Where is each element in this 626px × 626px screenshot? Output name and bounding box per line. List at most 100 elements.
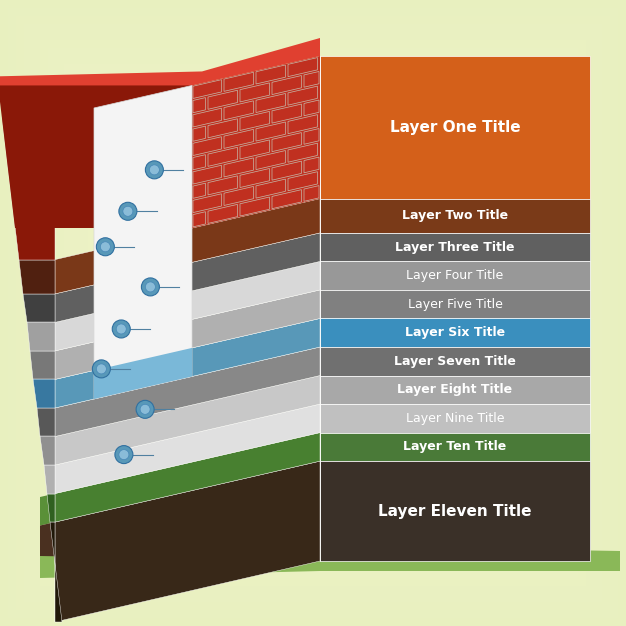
Bar <box>64 64 562 562</box>
Polygon shape <box>288 143 317 162</box>
Bar <box>320 290 590 319</box>
Polygon shape <box>0 38 320 85</box>
Bar <box>80 80 546 546</box>
Circle shape <box>119 202 137 220</box>
Polygon shape <box>50 522 62 622</box>
Polygon shape <box>47 493 55 522</box>
Polygon shape <box>288 86 317 105</box>
Polygon shape <box>256 65 285 84</box>
Polygon shape <box>33 379 55 408</box>
Polygon shape <box>288 172 317 191</box>
Polygon shape <box>193 108 222 127</box>
Text: Layer Ten Title: Layer Ten Title <box>403 440 506 453</box>
Bar <box>216 216 410 410</box>
Bar <box>136 136 490 490</box>
Polygon shape <box>55 262 320 351</box>
Circle shape <box>123 207 133 217</box>
Bar <box>152 152 474 474</box>
Circle shape <box>100 242 110 252</box>
Polygon shape <box>193 126 205 141</box>
Polygon shape <box>55 433 320 522</box>
Polygon shape <box>55 198 320 294</box>
Bar <box>112 112 514 514</box>
Polygon shape <box>0 85 192 228</box>
Bar <box>120 120 506 506</box>
Polygon shape <box>55 376 320 465</box>
Polygon shape <box>224 130 254 148</box>
Polygon shape <box>193 165 222 184</box>
Polygon shape <box>55 319 320 408</box>
Polygon shape <box>272 76 302 95</box>
Polygon shape <box>193 183 205 198</box>
Polygon shape <box>240 140 269 159</box>
Polygon shape <box>193 136 222 155</box>
Polygon shape <box>256 122 285 141</box>
Bar <box>320 433 590 461</box>
Polygon shape <box>40 461 320 561</box>
Text: Layer Two Title: Layer Two Title <box>402 209 508 222</box>
Bar <box>168 168 458 458</box>
Circle shape <box>93 360 110 378</box>
Bar <box>320 404 590 433</box>
Text: Layer Eight Title: Layer Eight Title <box>398 383 513 396</box>
Polygon shape <box>55 290 320 379</box>
Polygon shape <box>40 546 620 578</box>
Polygon shape <box>240 197 269 216</box>
Polygon shape <box>240 111 269 130</box>
Polygon shape <box>224 73 254 91</box>
Text: Layer One Title: Layer One Title <box>390 120 520 135</box>
Polygon shape <box>224 101 254 120</box>
Bar <box>128 128 498 498</box>
Circle shape <box>96 238 115 256</box>
Bar <box>88 88 538 538</box>
Circle shape <box>136 401 154 418</box>
Text: Layer Seven Title: Layer Seven Title <box>394 355 516 368</box>
Bar <box>320 262 590 290</box>
Polygon shape <box>55 233 320 322</box>
Bar <box>176 176 450 450</box>
Bar <box>208 208 418 418</box>
Bar <box>320 198 590 233</box>
Polygon shape <box>224 187 254 205</box>
Polygon shape <box>304 128 319 144</box>
Bar <box>320 347 590 376</box>
Circle shape <box>119 449 129 459</box>
Polygon shape <box>40 436 55 465</box>
Bar <box>320 56 590 198</box>
Text: Layer Three Title: Layer Three Title <box>395 240 515 254</box>
Polygon shape <box>193 80 222 98</box>
Polygon shape <box>256 179 285 198</box>
Polygon shape <box>272 104 302 123</box>
Bar <box>40 40 586 586</box>
Text: Layer Nine Title: Layer Nine Title <box>406 412 505 425</box>
Polygon shape <box>304 157 319 173</box>
Bar <box>200 200 426 426</box>
Bar <box>320 319 590 347</box>
Polygon shape <box>55 404 320 493</box>
Polygon shape <box>193 194 222 213</box>
Text: Layer Six Title: Layer Six Title <box>405 326 505 339</box>
Text: Layer Five Title: Layer Five Title <box>408 298 503 310</box>
Bar <box>192 192 434 434</box>
Circle shape <box>150 165 160 175</box>
Polygon shape <box>193 98 205 113</box>
Polygon shape <box>272 161 302 180</box>
Circle shape <box>140 404 150 414</box>
Polygon shape <box>44 465 55 493</box>
Polygon shape <box>55 461 320 622</box>
Bar <box>320 233 590 262</box>
Polygon shape <box>55 76 192 117</box>
Polygon shape <box>272 133 302 151</box>
Bar <box>32 32 594 594</box>
Text: Layer Four Title: Layer Four Title <box>406 269 504 282</box>
Bar <box>96 96 530 530</box>
Polygon shape <box>192 56 320 228</box>
Bar <box>184 184 442 442</box>
Polygon shape <box>240 168 269 188</box>
Polygon shape <box>94 85 192 399</box>
Polygon shape <box>288 115 317 134</box>
Polygon shape <box>304 71 319 87</box>
Polygon shape <box>3 117 55 260</box>
Polygon shape <box>224 158 254 177</box>
Polygon shape <box>23 294 55 322</box>
